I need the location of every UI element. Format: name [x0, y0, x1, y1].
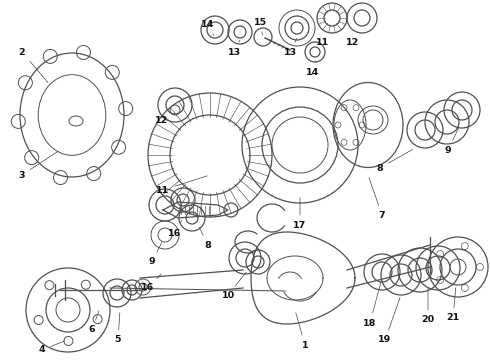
Text: 20: 20	[421, 288, 435, 324]
Text: 14: 14	[306, 61, 319, 77]
Text: 16: 16	[169, 220, 182, 238]
Text: 2: 2	[19, 48, 48, 83]
Text: 18: 18	[363, 281, 381, 328]
Text: 16: 16	[142, 274, 161, 292]
Text: 3: 3	[19, 152, 58, 180]
Text: 11: 11	[317, 32, 333, 46]
Text: 9: 9	[445, 127, 459, 154]
Text: 12: 12	[155, 113, 174, 125]
Text: 7: 7	[369, 177, 385, 220]
Text: 13: 13	[283, 39, 297, 57]
Text: 11: 11	[156, 176, 207, 194]
Text: 13: 13	[227, 40, 241, 57]
Text: 14: 14	[201, 19, 215, 36]
Text: 21: 21	[446, 288, 460, 323]
Text: 8: 8	[377, 149, 413, 172]
Text: 15: 15	[253, 18, 267, 35]
Text: 19: 19	[378, 298, 400, 345]
Text: 9: 9	[148, 243, 162, 266]
Text: 1: 1	[296, 313, 308, 350]
Text: 4: 4	[39, 341, 64, 355]
Text: 5: 5	[115, 313, 121, 345]
Text: 10: 10	[221, 272, 246, 300]
Text: 8: 8	[199, 228, 211, 249]
Text: 6: 6	[89, 311, 99, 334]
Text: 17: 17	[294, 198, 307, 230]
Text: 12: 12	[346, 32, 360, 46]
